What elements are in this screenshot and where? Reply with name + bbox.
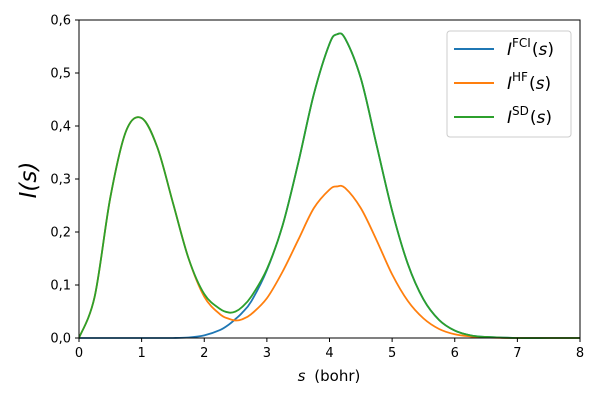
- legend: IFCI(s) IHF(s) ISD(s): [446, 30, 572, 138]
- x-tick-label: 5: [388, 346, 396, 361]
- x-tick-label: 3: [263, 346, 271, 361]
- series-line-2: [79, 32, 580, 339]
- series-line-1: [79, 116, 580, 339]
- x-axis-variable: s: [298, 367, 306, 385]
- y-tick-label: 0,2: [50, 226, 71, 241]
- y-tick-label: 0,3: [50, 173, 71, 188]
- y-tick-label: 0,0: [50, 332, 71, 347]
- x-tick-label: 1: [137, 346, 145, 361]
- legend-label-0: IFCI(s): [507, 36, 554, 60]
- legend-box: [446, 30, 572, 138]
- y-tick-label: 0,4: [50, 120, 71, 135]
- y-axis-label: I(s): [16, 162, 42, 199]
- x-tick-label: 6: [451, 346, 459, 361]
- x-tick-label: 4: [325, 346, 333, 361]
- y-tick-label: 0,6: [50, 14, 71, 29]
- legend-label-2: ISD(s): [507, 104, 552, 128]
- legend-label-1: IHF(s): [507, 70, 551, 94]
- y-tick-label: 0,1: [50, 279, 71, 294]
- x-axis-label: s (bohr): [298, 367, 361, 385]
- x-axis-unit: (bohr): [314, 367, 360, 385]
- y-tick-label: 0,5: [50, 67, 71, 82]
- x-tick-label: 2: [200, 346, 208, 361]
- x-tick-label: 8: [576, 346, 584, 361]
- x-tick-label: 7: [513, 346, 521, 361]
- x-tick-label: 0: [75, 346, 83, 361]
- axes: 0 1 2 3 4 5 6 7 8 0,0 0,1 0,2 0,3 0,4 0,5 0,6: [50, 14, 584, 362]
